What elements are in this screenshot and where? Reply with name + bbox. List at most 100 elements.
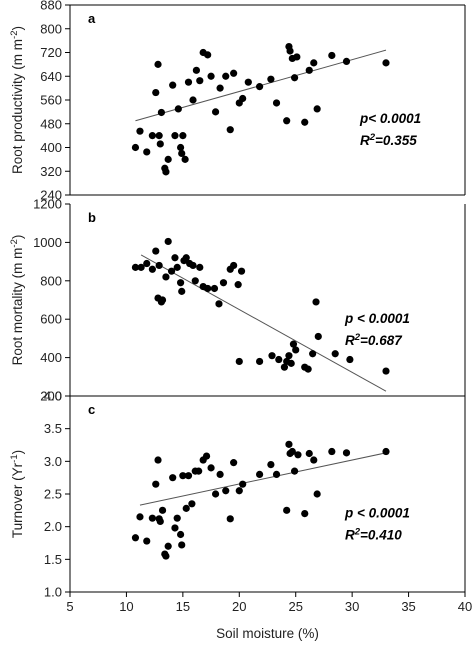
data-point <box>181 155 189 163</box>
data-point <box>239 480 247 488</box>
r-squared-superscript: 2 <box>354 527 361 538</box>
r-squared-annotation: R2=0.410 <box>345 527 402 543</box>
data-point <box>204 284 212 293</box>
data-point <box>182 504 190 512</box>
data-point <box>169 474 177 482</box>
data-point <box>155 261 163 270</box>
y-tick-label: 800 <box>40 273 62 288</box>
data-point <box>328 51 336 60</box>
data-point <box>196 77 204 85</box>
data-point <box>177 530 185 539</box>
data-point <box>268 352 276 360</box>
data-point <box>143 148 151 156</box>
r-squared-value: =0.687 <box>360 333 403 348</box>
data-point <box>294 451 302 459</box>
data-point <box>342 449 351 457</box>
data-point <box>173 514 181 522</box>
data-point <box>178 287 186 295</box>
panel-letter: c <box>88 402 95 417</box>
y-tick-label: 1.0 <box>44 585 62 600</box>
data-point <box>136 127 144 135</box>
y-tick-label: 4.0 <box>44 389 62 404</box>
y-tick-label: 1.5 <box>44 552 62 567</box>
data-point <box>219 279 228 287</box>
data-point <box>314 332 322 341</box>
data-point <box>215 300 223 308</box>
data-point <box>331 350 339 358</box>
data-point <box>177 143 185 152</box>
x-tick-label: 5 <box>66 599 73 614</box>
y-tick-label: 480 <box>40 116 62 131</box>
data-point <box>152 88 160 97</box>
p-value-annotation: p< 0.0001 <box>359 111 421 126</box>
y-axis-title-end: ) <box>10 26 25 31</box>
y-axis-title-text: Root productivity (m m <box>10 39 25 174</box>
x-tick-label: 25 <box>288 599 302 614</box>
data-point <box>179 472 187 480</box>
data-point <box>178 149 186 158</box>
x-tick-label: 30 <box>345 599 359 614</box>
data-point <box>285 440 293 448</box>
data-point <box>202 452 211 460</box>
x-axis-title: Soil moisture (%) <box>216 626 319 641</box>
y-axis-title-superscript: -1 <box>9 454 20 462</box>
p-value-annotation: p < 0.0001 <box>344 311 410 326</box>
data-point <box>158 296 167 304</box>
data-point <box>244 78 252 86</box>
data-point <box>131 143 140 152</box>
data-point <box>164 155 172 163</box>
data-point <box>301 118 309 126</box>
data-point <box>287 359 295 367</box>
y-tick-label: 800 <box>40 21 62 36</box>
data-point <box>154 456 162 464</box>
data-point <box>283 506 291 514</box>
panel-a: 240 320 400 480 560 640 720 800 880 Root producti… <box>9 0 466 203</box>
data-point <box>313 105 321 113</box>
data-point <box>239 94 247 103</box>
data-point <box>179 132 187 140</box>
y-axis-title: Root mortality (m m-2) <box>9 235 25 366</box>
data-point <box>285 352 293 360</box>
x-axis: 5 10 15 20 25 30 35 40 Soil moisture (%) <box>66 592 472 641</box>
data-point <box>226 515 234 523</box>
data-point <box>173 263 181 271</box>
data-point <box>171 524 179 532</box>
y-axis-title: Turnover (Yr-1) <box>9 450 25 538</box>
data-point <box>288 447 296 456</box>
data-point <box>162 168 170 176</box>
data-point <box>293 53 301 61</box>
y-tick-label: 1000 <box>33 235 62 250</box>
data-point <box>290 74 299 82</box>
y-tick-label: 1200 <box>33 197 62 212</box>
data-point <box>156 140 164 148</box>
data-point <box>137 263 145 271</box>
data-point <box>328 447 336 456</box>
data-point <box>235 487 243 495</box>
data-point <box>211 108 220 116</box>
r-squared-symbol: R <box>345 528 355 543</box>
panel-c: 1.0 1.5 2.0 2.5 3.0 3.5 4.0 Turnover (Yr-1) c p <… <box>9 389 466 600</box>
data-point <box>164 542 172 550</box>
r-squared-annotation: R2=0.355 <box>360 132 417 148</box>
panel-b: 200 400 600 800 1000 1200 Root mortality (m m-… <box>9 197 466 404</box>
data-point <box>136 513 144 521</box>
data-point <box>256 470 264 478</box>
y-tick-label: 880 <box>40 0 62 13</box>
y-tick-label: 240 <box>40 188 62 203</box>
data-point <box>162 273 170 281</box>
data-point <box>191 277 199 285</box>
panel-letter: a <box>88 11 96 26</box>
y-axis-title-text: Root mortality (m m <box>10 248 25 366</box>
data-point <box>267 75 275 83</box>
x-tick-label: 20 <box>232 599 246 614</box>
y-axis-title-end: ) <box>10 235 25 240</box>
data-point <box>204 51 212 59</box>
y-tick-label: 320 <box>40 164 62 179</box>
y-tick-label: 600 <box>40 312 62 327</box>
data-point <box>309 350 317 358</box>
data-point <box>310 456 318 464</box>
data-point <box>171 132 179 140</box>
data-point <box>192 66 200 74</box>
y-tick-label: 3.0 <box>44 454 62 469</box>
data-point <box>143 259 151 268</box>
